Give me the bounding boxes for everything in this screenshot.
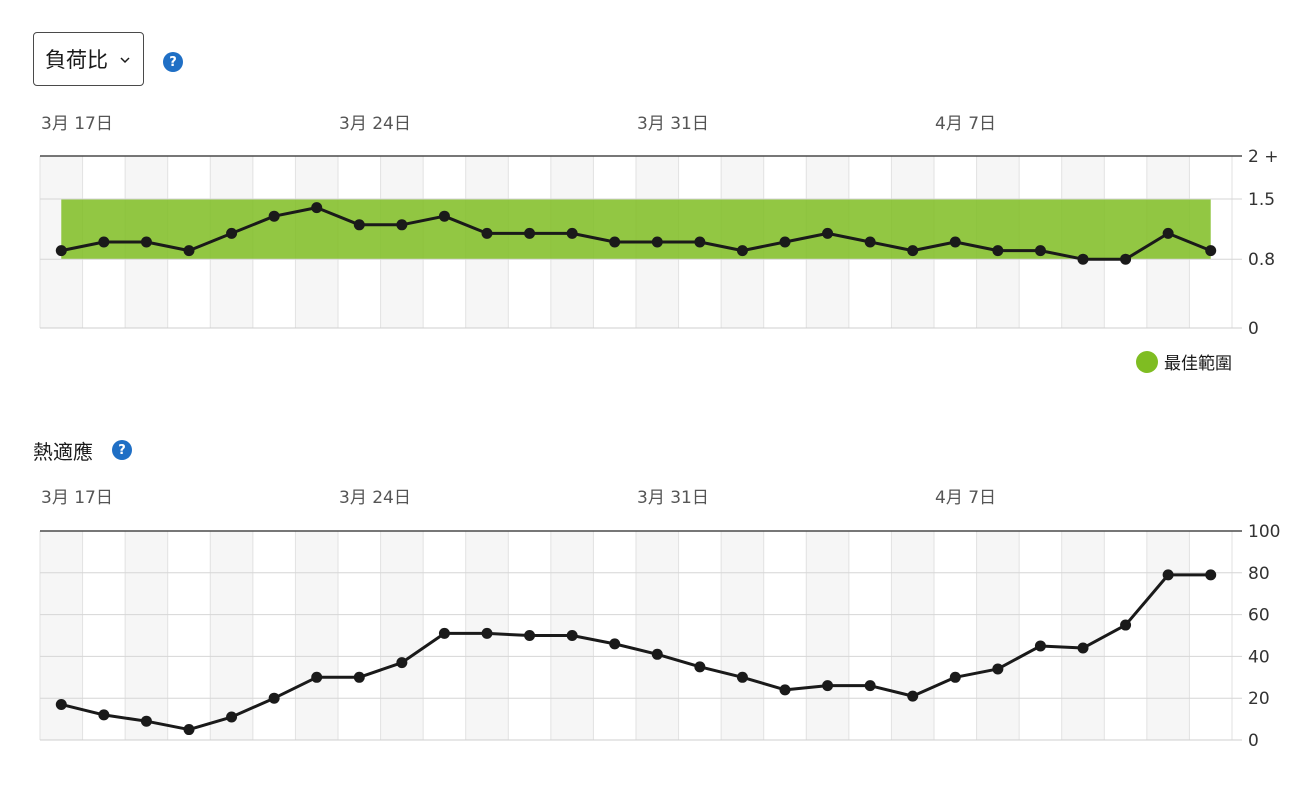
grid-column [891, 531, 934, 740]
grid-column [976, 531, 1020, 740]
data-point [1034, 640, 1046, 652]
grid-column [806, 531, 849, 740]
grid-column [1061, 531, 1105, 740]
data-point [1034, 245, 1046, 257]
y-tick-label: 100 [1248, 522, 1280, 542]
data-point [268, 692, 280, 704]
data-point [907, 245, 919, 257]
data-point [992, 245, 1004, 257]
grid-column [210, 531, 253, 740]
data-point [609, 236, 621, 248]
data-point [438, 210, 450, 222]
data-point [609, 638, 621, 650]
data-point [481, 227, 493, 239]
data-point [311, 202, 323, 214]
series-line [60, 573, 1211, 732]
data-point [566, 227, 578, 239]
date-label: 3月 31日 [637, 488, 709, 508]
help-icon[interactable]: ? [163, 52, 183, 72]
data-point [140, 715, 152, 727]
data-point [55, 698, 67, 710]
data-point [566, 630, 578, 641]
data-point [268, 210, 280, 222]
y-tick-label: 0 [1248, 731, 1259, 751]
optimal-range-swatch [1136, 350, 1158, 373]
data-point [396, 219, 408, 231]
data-point [396, 657, 408, 669]
data-point [183, 245, 195, 257]
series-line [60, 206, 1212, 261]
data-point [226, 711, 238, 723]
data-point [822, 680, 834, 692]
date-label: 3月 24日 [339, 114, 411, 134]
data-point [864, 680, 876, 692]
data-point [311, 671, 323, 683]
data-point [1162, 227, 1174, 239]
date-label: 4月 7日 [935, 488, 996, 508]
data-point [992, 663, 1004, 675]
data-point [1205, 245, 1217, 257]
data-point [55, 245, 67, 257]
heat-adaptation-chart: 100 80 60 40 20 0 3月 17日 3月 24日 3月 31日 4月 7日 [39, 488, 1280, 751]
y-tick-label: 80 [1248, 564, 1270, 584]
grid-column [125, 531, 168, 740]
data-point [438, 627, 450, 639]
load-ratio-chart: 2 + 1.5 0.8 0 3月 17日 3月 24日 3月 31日 4月 7日 [39, 114, 1278, 339]
grid-column [295, 531, 338, 740]
y-tick-label: 1.5 [1248, 190, 1275, 210]
y-tick-label: 2 + [1248, 147, 1278, 167]
data-point [183, 724, 195, 736]
data-point [524, 630, 536, 641]
load-ratio-dropdown[interactable]: 負荷比 [33, 32, 144, 86]
data-point [694, 661, 706, 673]
dropdown-label: 負荷比 [45, 48, 108, 72]
help-icon[interactable]: ? [112, 440, 132, 460]
data-point [353, 671, 365, 683]
data-point [1205, 569, 1217, 581]
data-point [98, 709, 110, 721]
data-point [949, 671, 961, 683]
y-tick-label: 40 [1248, 647, 1270, 667]
data-point [779, 684, 791, 696]
data-point [651, 648, 663, 660]
data-point [1162, 569, 1174, 581]
date-label: 3月 17日 [41, 488, 113, 508]
date-label: 3月 17日 [41, 114, 113, 134]
data-point [651, 236, 663, 248]
data-point [353, 219, 365, 231]
date-label: 3月 31日 [637, 114, 709, 134]
data-point [1120, 253, 1132, 265]
data-point [736, 671, 748, 683]
date-label: 3月 24日 [339, 488, 411, 508]
date-label: 4月 7日 [935, 114, 996, 134]
y-tick-label: 60 [1248, 606, 1270, 626]
chart-legend: 最佳範圍 [1136, 349, 1232, 374]
data-point [524, 227, 536, 239]
data-point [864, 236, 876, 248]
chevron-down-icon [120, 57, 130, 64]
data-point [694, 236, 706, 248]
data-point [907, 690, 919, 702]
grid-column [380, 531, 424, 740]
y-tick-label: 20 [1248, 689, 1270, 709]
data-point [736, 245, 748, 257]
data-point [1120, 619, 1132, 631]
grid-column [636, 531, 679, 740]
data-point [481, 627, 493, 639]
data-point [98, 236, 110, 248]
data-point [822, 227, 834, 239]
y-tick-label: 0.8 [1248, 250, 1275, 270]
data-point [1077, 253, 1089, 265]
y-tick-label: 0 [1248, 319, 1259, 339]
data-point [1077, 642, 1089, 654]
data-point [226, 227, 238, 239]
data-point [949, 236, 961, 248]
data-point [779, 236, 791, 248]
legend-label: 最佳範圍 [1164, 354, 1232, 374]
heat-adaptation-title: 熱適應 [33, 440, 93, 464]
data-point [140, 236, 152, 248]
grid-column [721, 531, 764, 740]
grid-column [1146, 531, 1190, 740]
